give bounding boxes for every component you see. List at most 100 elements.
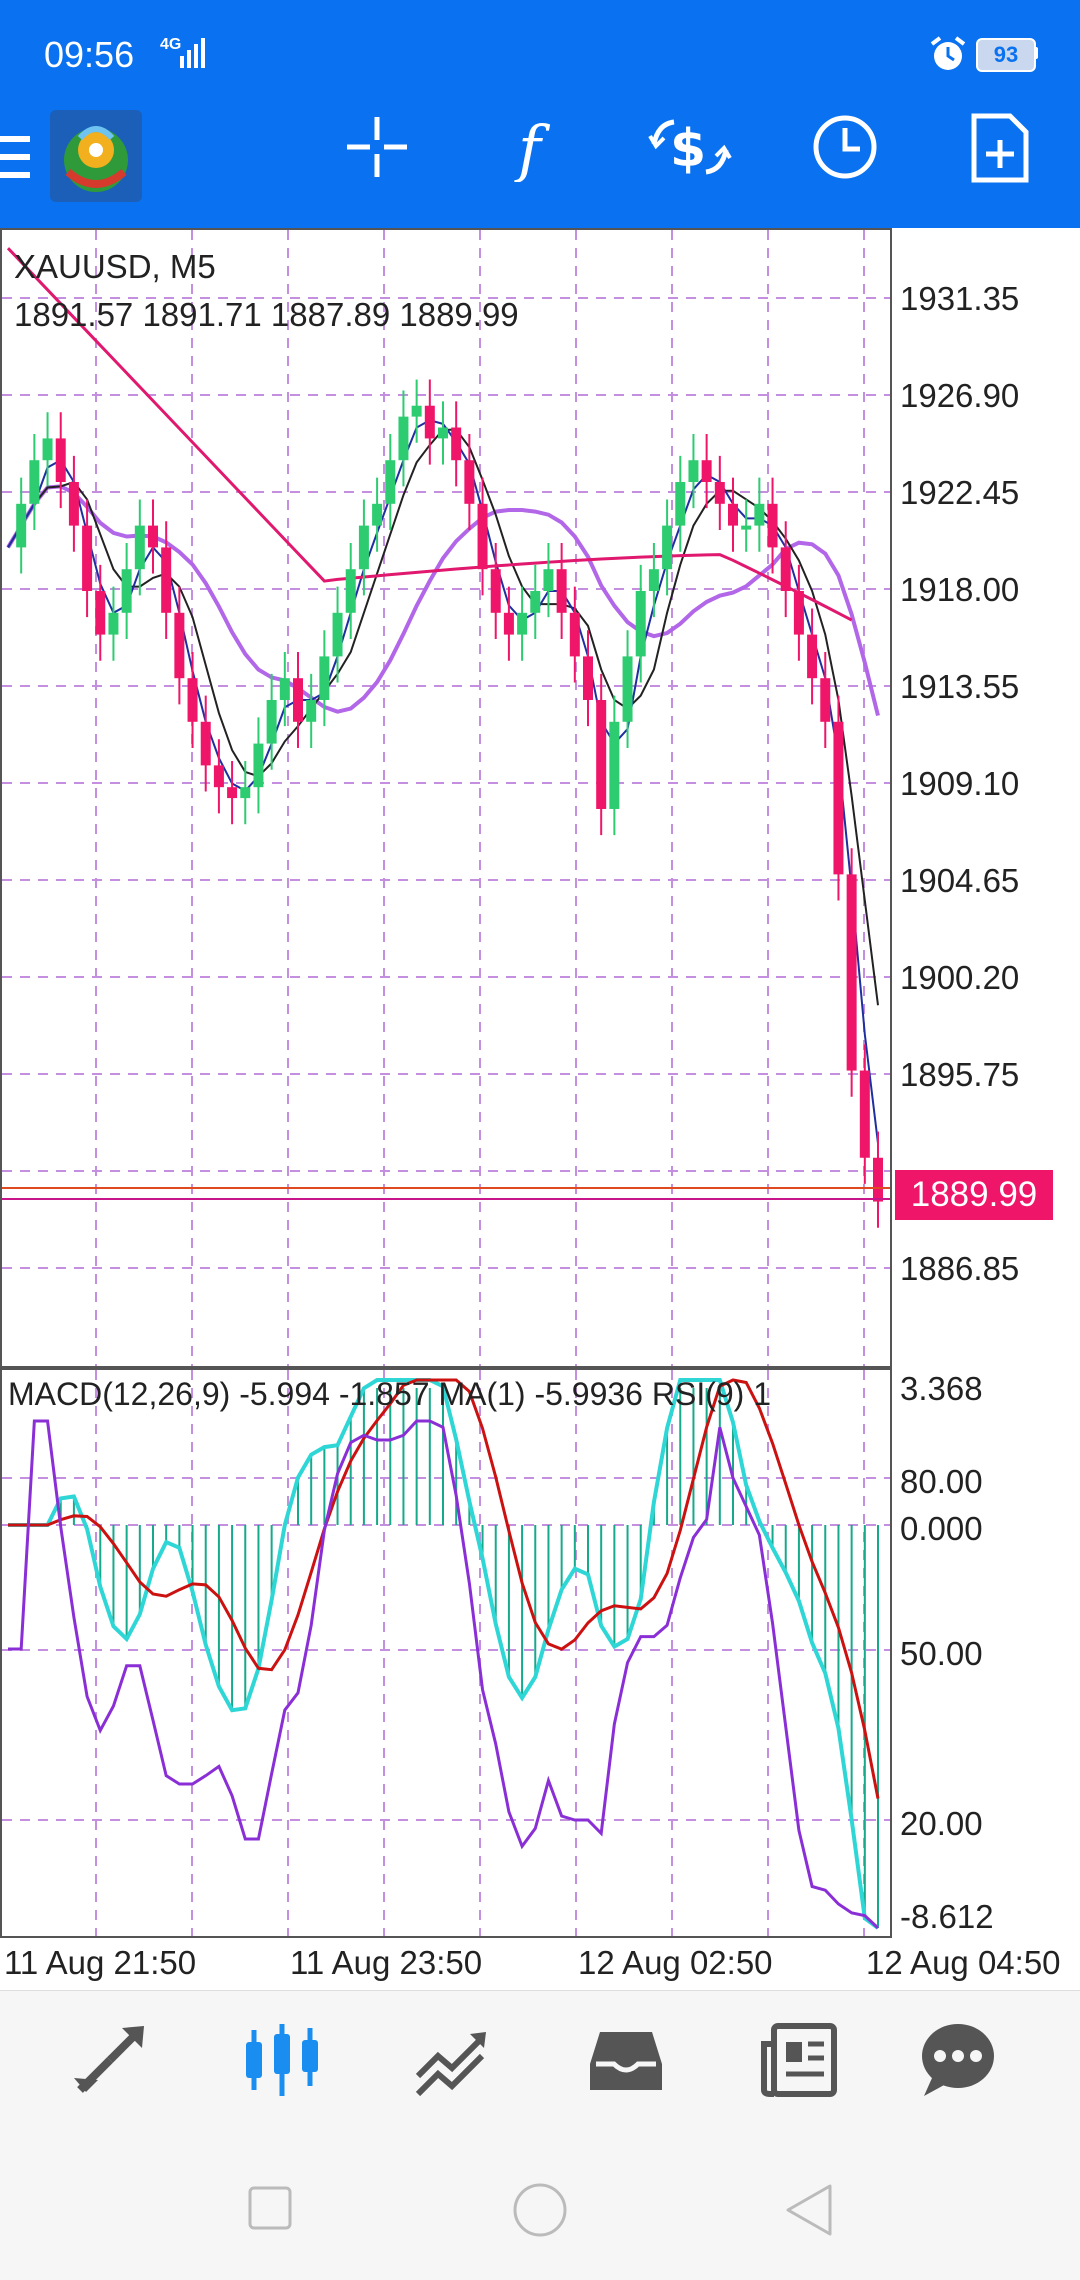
signal-icon	[180, 38, 205, 68]
candle-body	[82, 525, 93, 591]
candle-body	[134, 525, 145, 570]
news-icon[interactable]	[760, 2020, 840, 2100]
candle-body	[95, 591, 106, 635]
crosshair-icon[interactable]	[342, 112, 412, 182]
time-tick: 12 Aug 04:50	[866, 1944, 1061, 1981]
status-time: 09:56	[44, 34, 135, 75]
candle-body	[345, 569, 356, 613]
candle-body	[556, 569, 567, 613]
candles	[16, 379, 883, 1228]
candle-body	[741, 525, 752, 530]
current-price-tag: 1889.99	[895, 1170, 1053, 1220]
candle-body	[833, 721, 844, 875]
indicator-tick: 0.000	[900, 1510, 983, 1547]
candle-body	[517, 612, 528, 635]
alarm-icon	[930, 36, 966, 70]
candle-body	[279, 678, 290, 700]
candle-body	[174, 612, 185, 679]
price-tick: 1909.10	[900, 765, 1020, 802]
candle-body	[227, 787, 238, 799]
candle-body	[596, 699, 607, 809]
price-tick: 1900.20	[900, 959, 1020, 996]
candle-body	[319, 656, 330, 700]
bottom-navigation	[0, 1990, 1080, 2141]
candle-body	[780, 547, 791, 591]
indicator-tick: 50.00	[900, 1635, 983, 1672]
price-chart[interactable]	[0, 228, 1080, 1368]
candle-body	[161, 547, 172, 613]
svg-text:$: $	[670, 119, 706, 179]
candle-body	[490, 569, 501, 613]
price-tick: 1926.90	[900, 377, 1020, 414]
candle-body	[187, 678, 198, 722]
app-logo[interactable]	[50, 110, 142, 202]
candle-body	[648, 569, 659, 591]
history-icon[interactable]	[586, 2020, 666, 2100]
candle-body	[306, 699, 317, 722]
candle-body	[793, 591, 804, 635]
battery-tip	[1034, 47, 1038, 59]
candle-body	[121, 569, 132, 613]
candle-body	[477, 503, 488, 570]
indicator-tick: 80.00	[900, 1463, 983, 1500]
macd-histogram	[59, 1388, 879, 1928]
candle-body	[807, 634, 818, 679]
indicators-icon[interactable]: f	[510, 112, 560, 182]
candle-body	[200, 721, 211, 766]
back-icon[interactable]	[784, 2182, 834, 2238]
indicator-grid	[2, 1370, 890, 1936]
network-type: 4G	[160, 36, 182, 53]
macd-signal-line	[8, 1378, 880, 1799]
candle-body	[728, 503, 738, 526]
candle-body	[569, 612, 580, 657]
ohlc-values: 1891.57 1891.71 1887.89 1889.99	[14, 296, 519, 333]
candle-body	[411, 405, 422, 417]
svg-text:f: f	[514, 112, 551, 182]
timeframe-icon[interactable]	[810, 112, 880, 182]
candle-body	[714, 482, 725, 504]
candle-body	[451, 427, 462, 461]
system-navigation	[0, 2140, 1080, 2280]
new-order-icon[interactable]	[970, 112, 1030, 184]
candle-body	[42, 438, 53, 461]
home-icon[interactable]	[512, 2182, 568, 2238]
chart-symbol: XAUUSD, M5	[14, 248, 216, 285]
candle-body	[622, 656, 633, 722]
messages-icon[interactable]	[918, 2020, 998, 2100]
candle-body	[385, 460, 396, 504]
price-tick: 1918.00	[900, 571, 1020, 608]
candle-body	[438, 427, 448, 439]
chart-icon[interactable]	[240, 2020, 324, 2100]
candle-body	[293, 678, 303, 722]
candle-body	[398, 416, 409, 461]
trade-icon[interactable]	[412, 2020, 492, 2100]
candle-body	[859, 1070, 870, 1158]
price-tick: 1886.85	[900, 1250, 1020, 1287]
recents-icon[interactable]	[248, 2186, 292, 2230]
time-tick: 11 Aug 23:50	[290, 1944, 483, 1981]
indicator-lines	[8, 1378, 880, 1930]
symbols-icon[interactable]: $	[648, 112, 732, 182]
candle-body	[873, 1157, 883, 1202]
menu-icon[interactable]	[0, 136, 32, 182]
price-tick: 1895.75	[900, 1056, 1020, 1093]
candle-body	[148, 525, 158, 548]
rsi-line	[8, 1419, 880, 1930]
candle-body	[372, 503, 383, 526]
candle-body	[424, 405, 435, 439]
ma-purple-line	[6, 484, 880, 717]
candle-body	[55, 438, 66, 483]
candle-body	[213, 765, 224, 788]
candle-body	[543, 569, 554, 591]
indicator-chart[interactable]	[0, 1368, 1080, 1938]
candle-body	[240, 787, 251, 799]
price-tick: 1904.65	[900, 862, 1020, 899]
candle-body	[503, 612, 514, 635]
candle-body	[358, 525, 369, 570]
candle-body	[688, 460, 699, 483]
indicator-header: MACD(12,26,9) -5.994 -1.857 MA(1) -5.993…	[8, 1376, 771, 1412]
price-grid	[2, 230, 890, 1366]
candle-body	[108, 612, 119, 635]
quotes-icon[interactable]	[70, 2020, 150, 2100]
candle-body	[332, 612, 343, 657]
